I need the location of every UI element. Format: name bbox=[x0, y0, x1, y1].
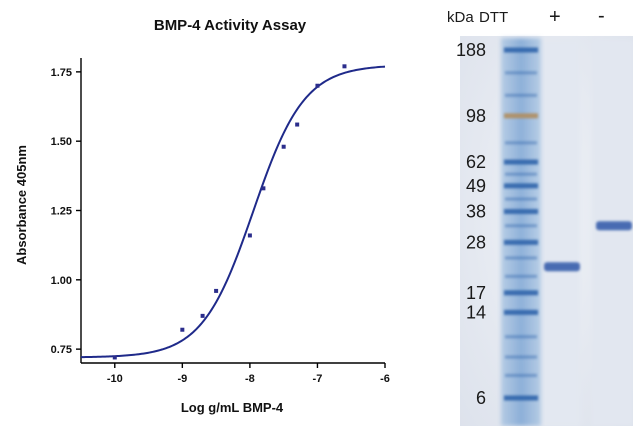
marker-band-faint bbox=[505, 274, 537, 278]
mw-label: 17 bbox=[466, 283, 486, 303]
mw-label: 6 bbox=[476, 388, 486, 408]
y-tick-label: 1.25 bbox=[51, 206, 72, 218]
marker-band-faint bbox=[505, 335, 537, 339]
marker-band-faint bbox=[505, 256, 537, 260]
y-tick-label: 1.75 bbox=[51, 67, 72, 79]
mw-label: 188 bbox=[456, 40, 486, 60]
sample-bands bbox=[544, 221, 632, 272]
marker-bands bbox=[504, 47, 538, 401]
gel-sample-lane-minus-smear bbox=[592, 40, 633, 426]
marker-band-faint bbox=[505, 197, 537, 201]
gel-marker-lane bbox=[501, 38, 541, 426]
marker-band bbox=[504, 183, 538, 189]
marker-band bbox=[504, 239, 538, 245]
data-point bbox=[112, 355, 117, 360]
gel-header-kda: kDa bbox=[447, 9, 474, 26]
assay-chart: BMP-4 Activity Assay Absorbance 405nm Lo… bbox=[14, 17, 390, 415]
x-axis-label: Log g/mL BMP-4 bbox=[181, 400, 284, 415]
mw-label: 14 bbox=[466, 302, 486, 322]
fit-curve bbox=[80, 65, 386, 359]
mw-label: 28 bbox=[466, 232, 486, 252]
marker-band-faint bbox=[505, 172, 537, 176]
y-tick-label: 1.50 bbox=[51, 136, 72, 148]
data-point bbox=[342, 64, 347, 69]
marker-band-faint bbox=[505, 71, 537, 75]
gel-header-minus: - bbox=[598, 5, 605, 27]
chart-title: BMP-4 Activity Assay bbox=[154, 17, 307, 34]
marker-band bbox=[504, 309, 538, 315]
marker-band bbox=[504, 47, 538, 53]
data-point bbox=[200, 313, 205, 318]
x-tick-label: -6 bbox=[380, 373, 390, 385]
x-axis-ticks: -10 -9 -8 -7 -6 bbox=[107, 363, 390, 385]
sample-band bbox=[544, 262, 580, 272]
mw-label: 62 bbox=[466, 152, 486, 172]
data-point bbox=[295, 122, 300, 127]
marker-band-faint bbox=[505, 141, 537, 145]
marker-band-faint bbox=[505, 93, 537, 97]
gel-sample-lane-plus-smear bbox=[540, 40, 580, 426]
y-tick-label: 0.75 bbox=[51, 344, 72, 356]
marker-band bbox=[504, 159, 538, 165]
marker-band-faint bbox=[505, 355, 537, 359]
data-point bbox=[247, 233, 252, 238]
mw-label: 98 bbox=[466, 106, 486, 126]
mw-label: 38 bbox=[466, 202, 486, 222]
y-axis-ticks: 0.75 1.00 1.25 1.50 1.75 bbox=[51, 67, 81, 356]
data-point bbox=[180, 327, 185, 332]
marker-band-faint bbox=[505, 224, 537, 228]
x-tick-label: -7 bbox=[313, 373, 323, 385]
data-points bbox=[112, 64, 347, 360]
marker-band bbox=[504, 209, 538, 215]
data-point bbox=[281, 144, 286, 149]
x-tick-label: -9 bbox=[177, 373, 187, 385]
data-point bbox=[214, 288, 219, 293]
gel-header-dtt: DTT bbox=[479, 9, 508, 26]
y-axis-label: Absorbance 405nm bbox=[14, 145, 29, 265]
y-axis-label-group: Absorbance 405nm bbox=[14, 145, 29, 265]
y-tick-label: 1.00 bbox=[51, 275, 72, 287]
data-point bbox=[261, 186, 266, 191]
marker-band-faint bbox=[505, 373, 537, 377]
marker-band bbox=[504, 113, 538, 119]
sample-band bbox=[596, 221, 632, 231]
mw-label: 49 bbox=[466, 176, 486, 196]
x-tick-label: -10 bbox=[107, 373, 123, 385]
gel-header-plus: + bbox=[549, 6, 561, 28]
x-tick-label: -8 bbox=[245, 373, 255, 385]
data-point bbox=[315, 83, 320, 88]
marker-band bbox=[504, 290, 538, 296]
marker-band bbox=[504, 395, 538, 401]
